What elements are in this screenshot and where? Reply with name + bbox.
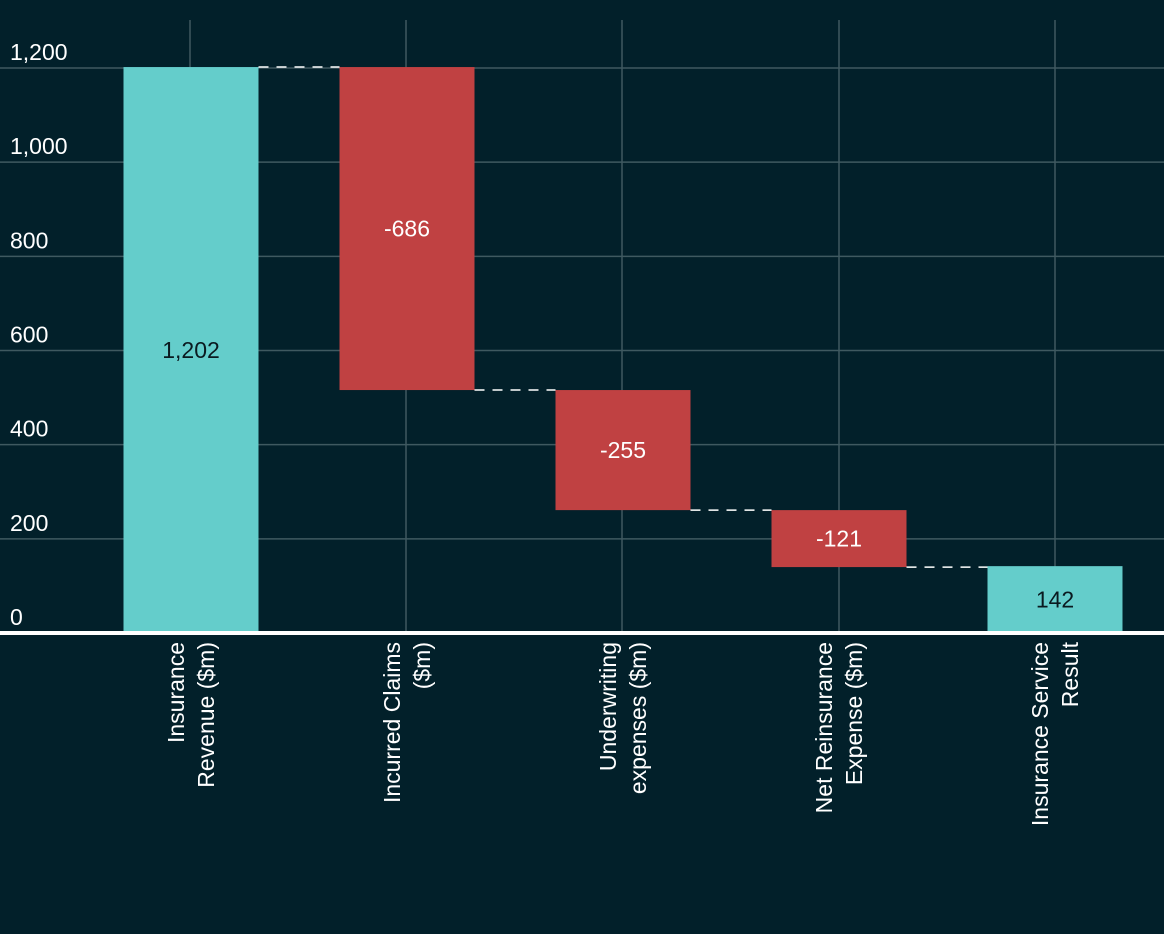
x-axis-category-labels: Insurance Revenue ($m) Incurred Claims ($m)… [163,641,1083,826]
bar-value-label-3: -121 [816,526,862,552]
bar-1 [339,67,475,391]
y-tick-label-600: 600 [10,322,48,348]
x-category-label-3-line-1: Expense ($m) [841,642,867,785]
x-category-label-2-line-0: Underwriting [595,642,621,771]
x-category-label-1-line-1: ($m) [409,642,435,689]
x-category-label-0-line-1: Revenue ($m) [193,642,219,788]
bar-value-labels: 1,202 -686 -255 -121 142 [162,216,1074,613]
x-category-label-1: Incurred Claims ($m) [379,642,435,803]
x-category-label-4-line-1: Result [1057,641,1083,707]
bar-2 [555,390,691,511]
y-tick-label-200: 200 [10,510,48,536]
vertical-gridlines [189,20,1056,633]
x-category-label-4-line-0: Insurance Service [1027,642,1053,826]
x-category-label-0: Insurance Revenue ($m) [163,642,219,788]
bar-value-label-4: 142 [1036,587,1074,613]
x-category-label-2: Underwriting expenses ($m) [595,642,651,794]
bar-value-label-1: -686 [384,216,430,242]
x-category-label-4: Insurance Service Result [1027,641,1083,826]
y-tick-label-1000: 1,000 [10,133,68,159]
y-tick-label-1200: 1,200 [10,39,68,65]
bar-4 [987,566,1123,633]
x-category-label-3: Net Reinsurance Expense ($m) [811,642,867,813]
y-tick-label-400: 400 [10,416,48,442]
connector-lines [258,66,988,568]
bar-value-label-0: 1,202 [162,337,220,363]
x-category-label-1-line-0: Incurred Claims [379,642,405,803]
y-axis-tick-labels: 0 200 400 600 800 1,000 1,200 [10,39,68,630]
x-category-label-2-line-1: expenses ($m) [625,642,651,794]
bar-value-label-2: -255 [600,437,646,463]
x-category-label-0-line-0: Insurance [163,642,189,743]
x-category-label-3-line-0: Net Reinsurance [811,642,837,813]
bar-3 [771,510,907,568]
bar-0 [123,67,259,633]
y-tick-label-800: 800 [10,227,48,253]
bars [123,67,1123,633]
y-tick-label-0: 0 [10,604,23,630]
